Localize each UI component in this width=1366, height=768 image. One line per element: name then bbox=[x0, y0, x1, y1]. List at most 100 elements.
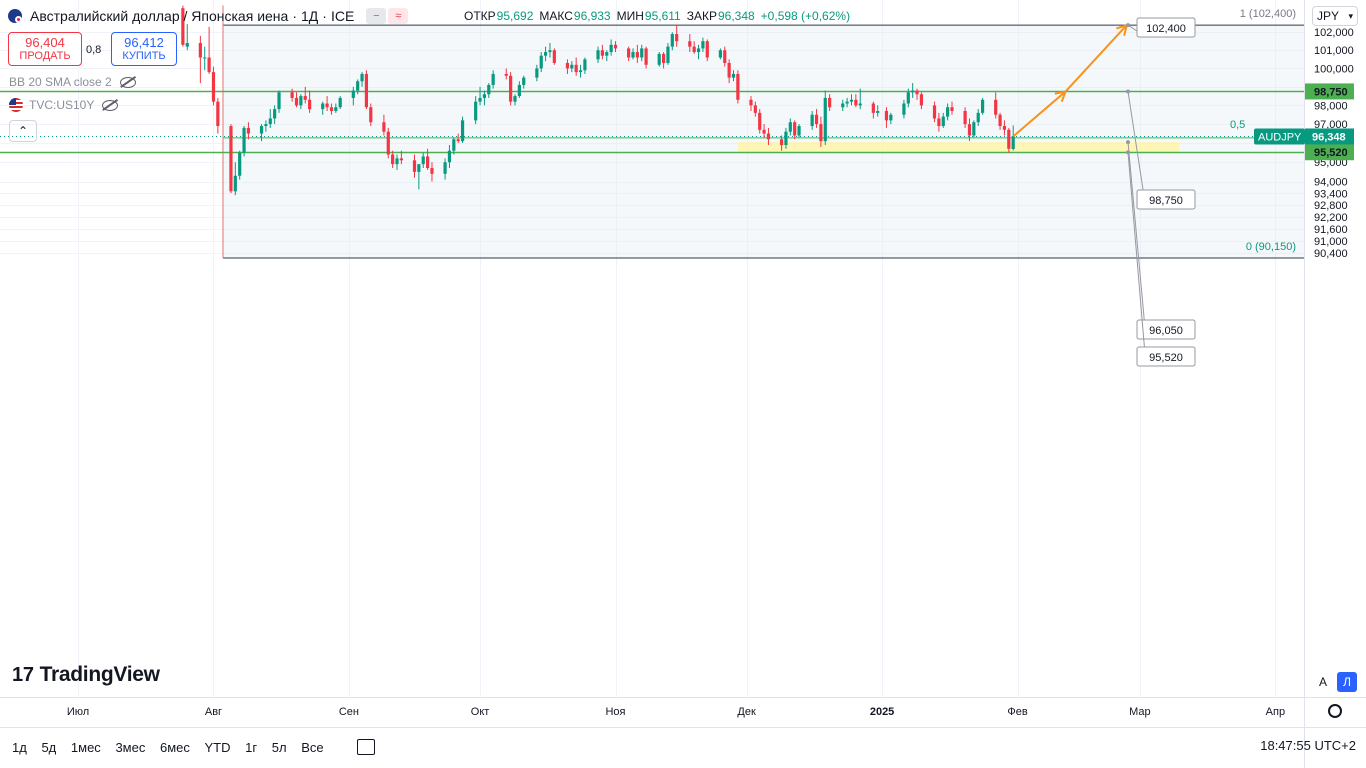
candle bbox=[692, 41, 696, 54]
fibonacci-retracement[interactable]: 1 (102,400) 0 (90,150) 0,5 bbox=[222, 5, 1304, 259]
candle bbox=[548, 43, 552, 58]
candle bbox=[203, 46, 207, 71]
candle bbox=[259, 124, 264, 142]
candle-body bbox=[976, 112, 980, 123]
clock[interactable]: 18:47:55 UTC+2 bbox=[1260, 738, 1356, 753]
price-callout[interactable]: 98,750 bbox=[1126, 89, 1196, 210]
candle-body bbox=[661, 53, 666, 63]
price-callout[interactable]: 95,520 bbox=[1126, 150, 1196, 367]
candle bbox=[657, 52, 661, 67]
ohlc-values: ОТКР 95,692 МАКС 96,933 МИН 95,611 ЗАКР 96,3… bbox=[464, 6, 856, 26]
support-zone-rect[interactable] bbox=[737, 142, 1180, 153]
candle-body bbox=[998, 114, 1002, 127]
tradingview-logo[interactable]: 17 TradingView bbox=[12, 663, 160, 687]
currency-select[interactable]: JPY ▾ bbox=[1312, 6, 1358, 26]
collapse-legend-button[interactable]: ⌃ bbox=[9, 120, 37, 142]
callout-anchor bbox=[1126, 150, 1130, 155]
indicator-bb[interactable]: BB 20 SMA close 2 bbox=[9, 75, 136, 89]
candle bbox=[478, 86, 482, 106]
tradingview-mark-icon: 17 bbox=[12, 663, 34, 686]
auto-scale-button[interactable]: A bbox=[1318, 675, 1327, 689]
chevron-down-icon: ▾ bbox=[1348, 10, 1353, 21]
price-axis-label: 93,400 bbox=[1314, 188, 1348, 200]
candle-body bbox=[412, 160, 417, 172]
last-price-tag: AUDJPY 96,348 bbox=[1254, 128, 1354, 145]
candle-body bbox=[535, 68, 539, 78]
candle-body bbox=[386, 131, 390, 155]
candle-body bbox=[308, 99, 312, 110]
candle bbox=[902, 99, 906, 119]
interval[interactable]: 1Д bbox=[301, 8, 319, 24]
price-callout[interactable]: 96,050 bbox=[1126, 140, 1196, 340]
range-3m[interactable]: 3мес bbox=[115, 739, 146, 755]
candles bbox=[181, 5, 1015, 196]
range-5y[interactable]: 5л bbox=[271, 739, 287, 755]
buy-button[interactable]: 96,412 КУПИТЬ bbox=[111, 32, 177, 66]
candle-body bbox=[788, 122, 792, 132]
support-zone[interactable] bbox=[737, 142, 1180, 153]
eye-hidden-icon[interactable] bbox=[102, 99, 119, 111]
forecast-arrow-segment[interactable] bbox=[1064, 24, 1128, 93]
candle-body bbox=[814, 114, 819, 125]
candle bbox=[976, 109, 980, 127]
candle bbox=[876, 105, 880, 117]
candle bbox=[644, 46, 648, 69]
horizontal-levels[interactable] bbox=[0, 90, 1304, 154]
candle bbox=[329, 103, 334, 115]
range-all[interactable]: Все bbox=[301, 739, 324, 755]
separator: · bbox=[322, 8, 327, 24]
time-axis[interactable]: Июл Авг Сен Окт Ноя Дек 2025 Фев Мар Апр bbox=[67, 706, 1285, 718]
callout-label: 95,520 bbox=[1149, 352, 1183, 364]
status-badges: − ≈ bbox=[366, 8, 409, 24]
candle bbox=[382, 114, 386, 136]
candle bbox=[998, 112, 1002, 130]
candle-body bbox=[640, 48, 644, 58]
candle-body bbox=[906, 92, 910, 104]
forecast-arrow-segment[interactable] bbox=[1012, 90, 1067, 138]
candle-body bbox=[548, 50, 552, 53]
symbol-tag-bg bbox=[1254, 128, 1305, 145]
candle-body bbox=[858, 103, 862, 106]
candle-body bbox=[919, 94, 924, 106]
date-range-icon[interactable] bbox=[356, 739, 375, 755]
price-callouts[interactable]: 102,400 98,750 96,050 95,520 bbox=[1126, 17, 1196, 367]
candle bbox=[513, 94, 517, 106]
gear-icon[interactable] bbox=[1328, 704, 1342, 718]
candle-body bbox=[246, 127, 251, 134]
range-5d[interactable]: 5д bbox=[41, 739, 57, 755]
price-tags: 98,750 95,520 AUDJPY 96,348 bbox=[1254, 83, 1354, 161]
symbol-header[interactable]: Австралийский доллар / Японская иена · 1… bbox=[8, 6, 409, 26]
indicator-us10y[interactable]: TVC:US10Y bbox=[9, 98, 119, 112]
candle bbox=[273, 105, 277, 125]
sell-button[interactable]: 96,404 ПРОДАТЬ bbox=[8, 32, 82, 66]
candle bbox=[535, 64, 539, 82]
price-callout[interactable]: 102,400 bbox=[1126, 17, 1196, 38]
level-tag-label: 95,520 bbox=[1314, 147, 1348, 159]
candle bbox=[369, 103, 373, 127]
candle-body bbox=[670, 34, 674, 47]
candle-body bbox=[793, 122, 797, 136]
candle bbox=[1011, 125, 1015, 151]
range-ytd[interactable]: YTD bbox=[204, 739, 231, 755]
candle-body bbox=[487, 84, 491, 95]
candle-body bbox=[207, 57, 211, 73]
candle-body bbox=[972, 122, 976, 136]
range-6m[interactable]: 6мес bbox=[159, 739, 190, 755]
candle bbox=[522, 75, 526, 89]
candle bbox=[963, 107, 967, 128]
range-1y[interactable]: 1г bbox=[245, 739, 258, 755]
range-1m[interactable]: 1мес bbox=[70, 739, 101, 755]
candle bbox=[814, 109, 819, 128]
candle bbox=[360, 72, 364, 87]
candle-body bbox=[766, 133, 771, 140]
range-1d[interactable]: 1д bbox=[12, 739, 27, 755]
eye-hidden-icon[interactable] bbox=[119, 76, 136, 88]
time-axis-label: 2025 bbox=[870, 706, 894, 718]
candle-body bbox=[543, 52, 548, 56]
candle bbox=[858, 88, 862, 110]
candle bbox=[578, 64, 583, 78]
candle-body bbox=[941, 116, 945, 127]
price-axis-label: 91,600 bbox=[1314, 224, 1348, 236]
log-scale-button[interactable]: Л bbox=[1337, 672, 1357, 692]
